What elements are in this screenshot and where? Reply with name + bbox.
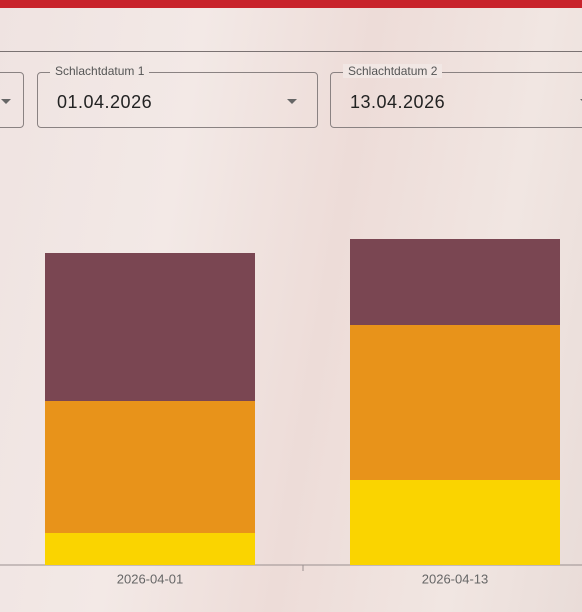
field-value: 13.04.2026 (350, 92, 446, 112)
divider (0, 51, 582, 52)
dropdown-arrow (580, 99, 582, 104)
bar-segment (350, 480, 560, 565)
dropdown-arrow (1, 99, 11, 104)
dropdown[interactable] (0, 72, 24, 128)
dropdown-arrow (287, 99, 297, 104)
x-tick-label: 2026-04-13 (422, 571, 489, 586)
x-tick-label: 2026-04-01 (117, 571, 184, 586)
bar-segment (45, 253, 255, 401)
top-bar (0, 0, 582, 8)
dropdown[interactable]: Schlachtdatum 2 13.04.2026 (330, 64, 582, 128)
field-value: 01.04.2026 (57, 92, 153, 112)
field-label: Schlachtdatum 2 (343, 64, 443, 78)
field-label: Schlachtdatum 1 (50, 64, 150, 78)
dropdown[interactable]: Schlachtdatum 1 01.04.2026 (37, 64, 318, 128)
bar-segment (350, 239, 560, 325)
bar-segment (350, 325, 560, 480)
bar-segment (45, 401, 255, 533)
bar-segment (45, 533, 255, 565)
